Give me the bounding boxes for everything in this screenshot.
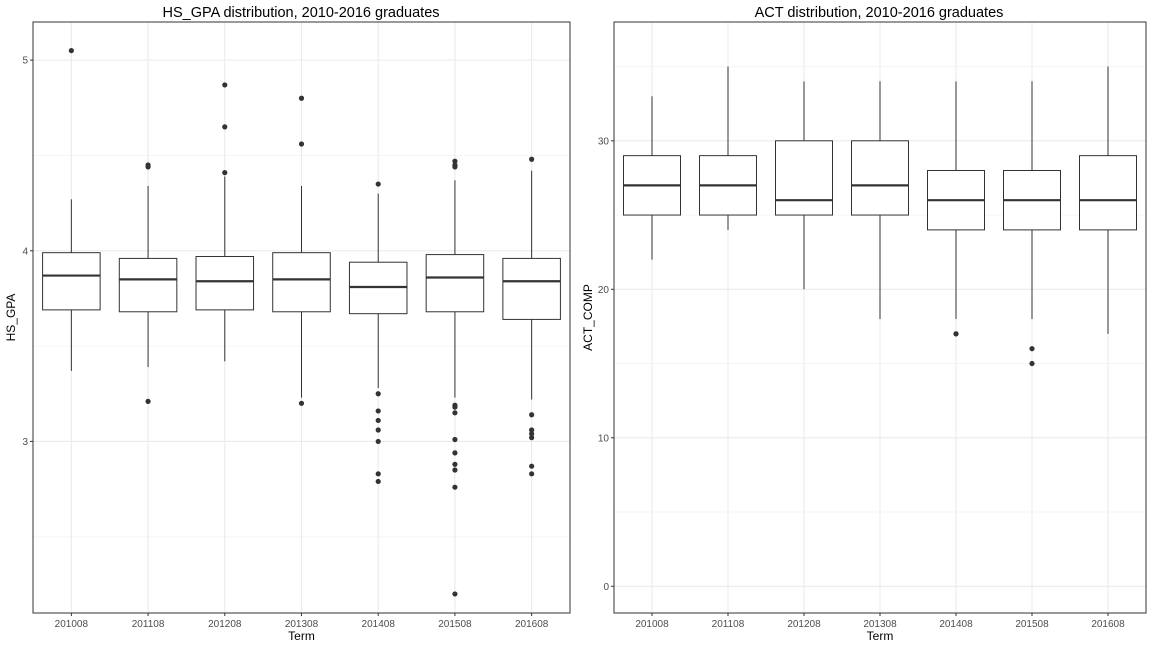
outlier-point <box>375 438 381 445</box>
outlier-point <box>222 124 228 130</box>
outlier-point <box>68 47 74 54</box>
box-iqr <box>42 252 101 311</box>
outlier-point <box>145 164 151 170</box>
gpa-box-201308 <box>272 95 331 406</box>
act-chart-title: ACT distribution, 2010-2016 graduates <box>755 5 1004 21</box>
act-x-tick-label: 201408 <box>939 619 973 630</box>
box-iqr <box>272 252 331 313</box>
gpa-box-201008 <box>42 47 101 371</box>
act-y-tick-label: 30 <box>598 136 610 147</box>
act-x-tick-label: 201608 <box>1091 619 1125 630</box>
gpa-box-201408 <box>348 181 408 485</box>
outlier-point <box>145 398 151 404</box>
outlier-point <box>529 427 535 433</box>
outlier-point <box>375 478 381 485</box>
gpa-box-201608 <box>502 156 561 477</box>
outlier-point <box>452 404 458 410</box>
outlier-point <box>375 408 381 414</box>
outlier-point <box>953 331 959 337</box>
outlier-point <box>529 156 535 162</box>
box-iqr <box>851 140 909 216</box>
outlier-point <box>222 82 228 88</box>
outlier-point <box>529 463 535 469</box>
outlier-point <box>452 158 458 164</box>
act-x-tick-label: 201108 <box>712 619 745 630</box>
outlier-point <box>529 435 535 441</box>
gpa-box-201108 <box>118 162 178 404</box>
act-x-axis-label: Term <box>867 629 894 643</box>
outlier-point <box>452 450 458 456</box>
act-y-axis-label: ACT_COMP <box>581 284 595 351</box>
outlier-point <box>298 400 305 406</box>
outlier-point <box>452 164 458 170</box>
act-y-tick-label: 0 <box>603 582 609 593</box>
act-box-201508 <box>1003 81 1061 367</box>
box-iqr <box>502 257 561 320</box>
outlier-point <box>375 427 381 433</box>
act-panel: 0 10 20 30 201008 201108 201208 201308 201408 201… <box>581 5 1147 643</box>
box-iqr <box>195 255 255 311</box>
gpa-x-tick-label: 201108 <box>132 619 165 630</box>
gpa-x-axis-label: Term <box>288 629 315 643</box>
act-y-tick-label: 20 <box>598 285 610 296</box>
act-box-201208 <box>775 81 833 290</box>
outlier-point <box>222 170 228 176</box>
outlier-point <box>1029 346 1035 352</box>
outlier-point <box>529 471 535 477</box>
gpa-x-tick-label: 201508 <box>438 619 472 630</box>
gpa-x-tick-label: 201208 <box>208 619 242 630</box>
gpa-chart-title: HS_GPA distribution, 2010-2016 graduates <box>162 5 439 21</box>
outlier-point <box>529 412 535 418</box>
outlier-point <box>375 181 381 187</box>
act-box-201008 <box>623 96 681 260</box>
box-iqr <box>1079 155 1137 231</box>
outlier-point <box>529 431 535 437</box>
gpa-y-tick-label: 5 <box>22 56 28 67</box>
outlier-point <box>452 436 458 443</box>
outlier-point <box>452 410 458 416</box>
gpa-x-tick-label: 201008 <box>55 619 89 630</box>
outlier-point <box>452 467 458 473</box>
gpa-box-201208 <box>195 82 255 362</box>
act-x-tick-label: 201508 <box>1015 619 1049 630</box>
act-x-tick-label: 201308 <box>863 619 897 630</box>
gpa-x-tick-label: 201308 <box>285 619 319 630</box>
gpa-y-axis-label: HS_GPA <box>4 294 18 342</box>
gpa-y-tick-label: 3 <box>22 437 28 448</box>
outlier-point <box>298 95 305 101</box>
box-iqr <box>425 254 485 313</box>
gpa-x-tick-label: 201408 <box>362 619 396 630</box>
act-x-tick-label: 201008 <box>635 619 669 630</box>
outlier-point <box>375 417 381 424</box>
outlier-point <box>375 471 381 477</box>
outlier-point <box>452 484 458 490</box>
gpa-y-tick-label: 4 <box>22 246 28 257</box>
act-box-201308 <box>851 81 909 319</box>
act-box-201408 <box>927 81 985 337</box>
act-x-tick-label: 201208 <box>787 619 821 630</box>
outlier-point <box>452 461 458 467</box>
act-box-201608 <box>1079 66 1137 334</box>
box-iqr <box>775 140 833 216</box>
outlier-point <box>1029 360 1035 367</box>
outlier-point <box>452 591 458 597</box>
act-y-tick-label: 10 <box>598 433 610 444</box>
gpa-x-tick-label: 201608 <box>515 619 549 630</box>
gpa-panel: 3 4 5 201008 201108 201208 201308 201408 201508 2… <box>4 5 571 643</box>
act-box-201108 <box>699 66 757 230</box>
gpa-box-201508 <box>425 158 485 597</box>
outlier-point <box>375 391 381 397</box>
box-iqr <box>118 257 178 313</box>
outlier-point <box>298 141 305 147</box>
